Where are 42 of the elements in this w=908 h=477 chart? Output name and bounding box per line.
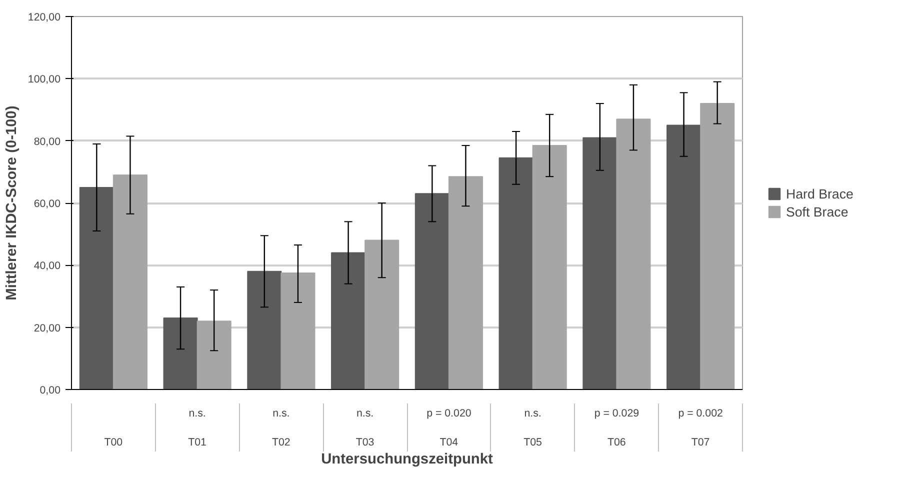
x-axis-title: Untersuchungszeitpunkt: [321, 452, 494, 468]
bar: [112, 174, 148, 390]
bar: [666, 124, 702, 390]
text: n.s.: [272, 408, 290, 420]
bar: [448, 176, 483, 390]
text: p = 0.029: [594, 408, 640, 420]
x-tick-label: T06: [608, 436, 626, 448]
bar: [280, 272, 316, 390]
text: p = 0.020: [426, 408, 472, 420]
bar: [582, 137, 618, 390]
bar: [163, 318, 198, 390]
legend-label: Hard Brace: [786, 186, 854, 201]
x-tick-label: T02: [272, 436, 290, 448]
bar: [616, 118, 651, 390]
bar: [498, 157, 534, 390]
x-tick-label: T03: [356, 436, 374, 448]
bar: [79, 186, 114, 390]
y-tick-label: 0,00: [40, 384, 61, 396]
legend-label: Soft Brace: [786, 204, 848, 219]
bar: [247, 270, 282, 390]
bar: [331, 252, 366, 390]
text: n.s.: [524, 408, 542, 420]
x-tick-label: T07: [691, 436, 710, 448]
bar: [364, 240, 400, 390]
y-tick-label: 120,00: [28, 12, 61, 24]
y-tick-label: 60,00: [34, 198, 61, 210]
x-tick-label: T01: [188, 436, 207, 448]
y-tick-label: 40,00: [34, 260, 61, 272]
y-tick-label: 100,00: [28, 74, 61, 86]
y-tick-label: 20,00: [34, 322, 61, 334]
x-tick-label: T05: [524, 436, 542, 448]
text: p = 0.002: [678, 408, 724, 420]
text: n.s.: [356, 408, 374, 420]
y-tick-label: 80,00: [34, 136, 61, 148]
y-axis-title: Mittlerer IKDC-Score (0-100): [4, 106, 20, 300]
bar: [532, 144, 567, 390]
bar: [414, 193, 450, 390]
bar: [700, 103, 735, 390]
bar: [196, 320, 232, 390]
x-tick-label: T00: [104, 436, 123, 448]
text: n.s.: [188, 408, 206, 420]
x-tick-label: T04: [440, 436, 458, 448]
